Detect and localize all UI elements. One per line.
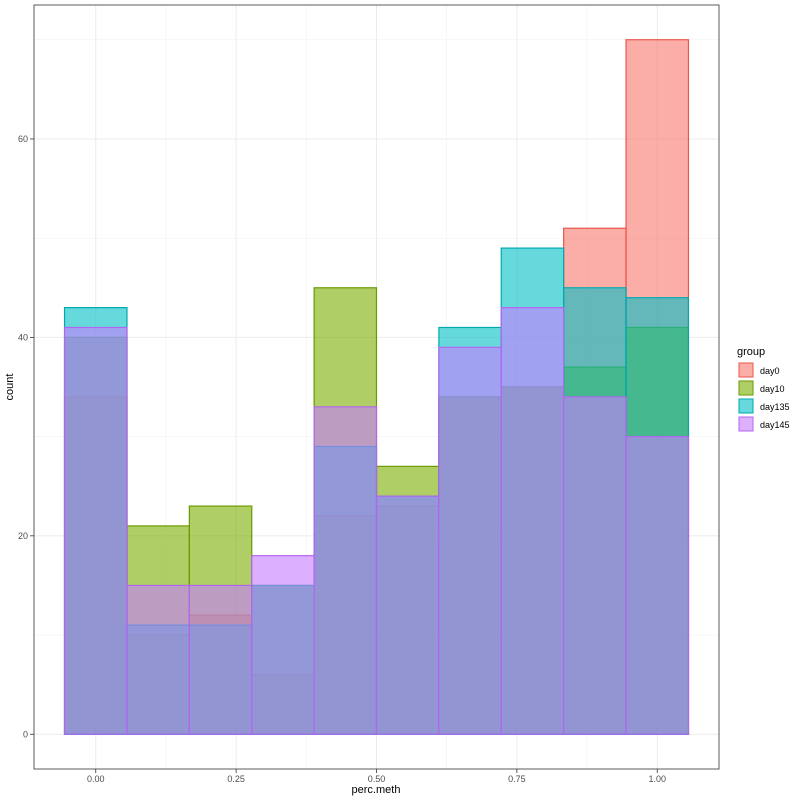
legend-key-day135 <box>738 398 754 414</box>
histogram-bars <box>63 39 690 735</box>
legend-key-day145 <box>738 416 754 432</box>
x-tick-label: 0.25 <box>227 774 245 784</box>
bar-day145-bin-8 <box>500 307 565 735</box>
legend-label-day135: day135 <box>760 402 790 412</box>
bar-day145-bin-2 <box>126 584 190 735</box>
y-axis-title: count <box>4 374 16 401</box>
y-tick-label: 0 <box>23 729 28 739</box>
x-tick-label: 0.00 <box>87 774 105 784</box>
series-day145 <box>63 307 690 735</box>
legend-key-day10 <box>738 380 754 396</box>
bar-day145-bin-1 <box>63 326 128 735</box>
x-tick-label: 0.50 <box>368 774 386 784</box>
x-tick-label: 1.00 <box>648 774 666 784</box>
x-axis-title: perc.meth <box>352 784 401 796</box>
bar-day145-bin-6 <box>375 495 440 735</box>
y-tick-label: 20 <box>18 531 28 541</box>
bar-day145-bin-4 <box>251 555 315 735</box>
x-axis-ticks: 0.00 0.25 0.50 0.75 1.00 <box>87 769 666 784</box>
bar-day145-bin-7 <box>438 346 502 735</box>
bar-day145-bin-9 <box>563 396 627 735</box>
y-tick-label: 60 <box>18 134 28 144</box>
x-tick-label: 0.75 <box>508 774 526 784</box>
legend: group day0 day10 day135 day145 <box>737 346 790 432</box>
legend-label-day0: day0 <box>760 366 780 376</box>
y-axis-ticks: 0 20 40 60 <box>18 134 34 739</box>
bar-day145-bin-5 <box>313 406 378 735</box>
legend-label-day145: day145 <box>760 420 790 430</box>
legend-label-day10: day10 <box>760 384 785 394</box>
bar-day145-bin-3 <box>188 584 253 735</box>
legend-title: group <box>737 346 765 358</box>
legend-key-day0 <box>738 362 754 378</box>
y-tick-label: 40 <box>18 332 28 342</box>
bar-day145-bin-10 <box>625 436 690 735</box>
